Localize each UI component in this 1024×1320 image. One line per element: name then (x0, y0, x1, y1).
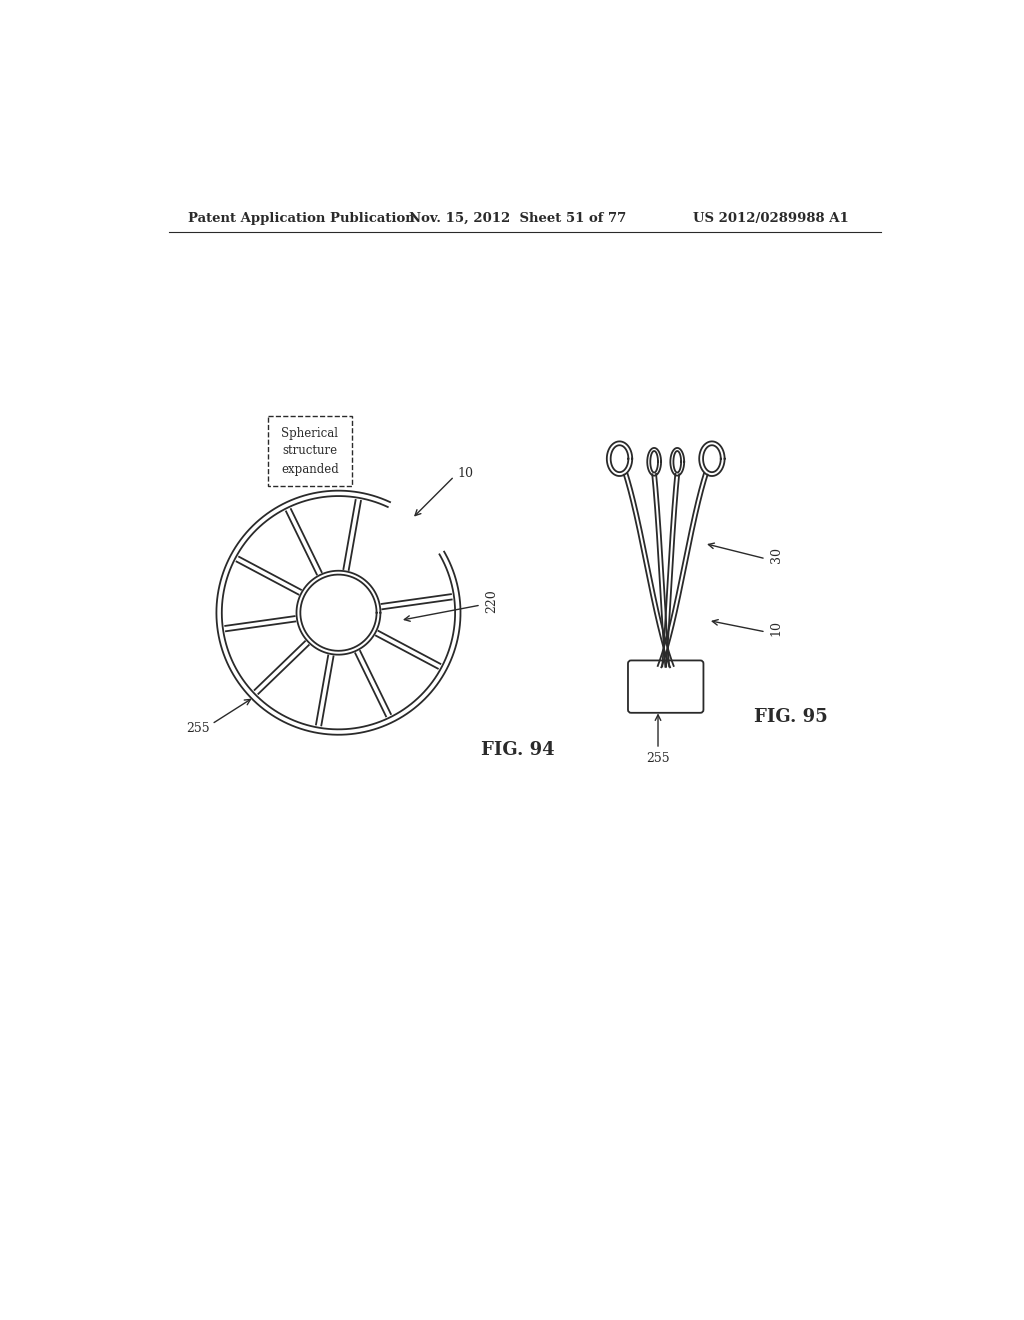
Text: Nov. 15, 2012  Sheet 51 of 77: Nov. 15, 2012 Sheet 51 of 77 (410, 213, 627, 224)
Text: 220: 220 (484, 589, 498, 612)
Text: 255: 255 (646, 752, 670, 766)
Text: FIG. 95: FIG. 95 (755, 708, 828, 726)
Text: 255: 255 (186, 722, 210, 735)
Text: US 2012/0289988 A1: US 2012/0289988 A1 (692, 213, 849, 224)
Text: Patent Application Publication: Patent Application Publication (188, 213, 415, 224)
FancyBboxPatch shape (628, 660, 703, 713)
FancyBboxPatch shape (631, 664, 700, 710)
Text: 30: 30 (770, 546, 782, 562)
Text: FIG. 94: FIG. 94 (481, 741, 555, 759)
Text: 10: 10 (770, 620, 782, 636)
Text: 10: 10 (458, 467, 473, 479)
Text: Spherical
structure
expanded: Spherical structure expanded (282, 426, 339, 475)
Bar (267, 416, 352, 486)
